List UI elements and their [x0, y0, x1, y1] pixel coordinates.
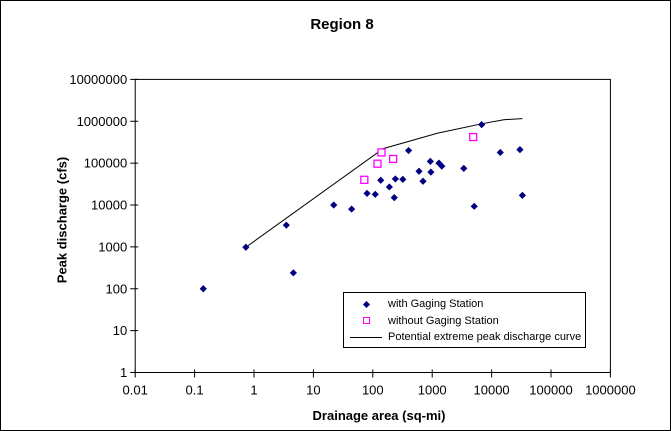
x-tick-label: 10	[306, 383, 320, 398]
y-tick-label: 10	[113, 323, 127, 338]
legend-item-with-gaging: with Gaging Station	[344, 296, 585, 313]
gaged-station-point	[242, 243, 250, 251]
legend-label-extreme-curve: Potential extreme peak discharge curve	[388, 331, 582, 344]
x-tick-label: 0.01	[123, 383, 148, 398]
extreme-curve	[245, 118, 523, 248]
y-tick-label: 1000000	[77, 114, 128, 129]
y-tick-label: 100000	[84, 156, 127, 171]
gaged-station-point	[330, 201, 338, 209]
y-tick-label: 10000000	[69, 72, 127, 87]
gaged-station-point	[385, 183, 393, 191]
gaged-station-point	[435, 159, 443, 167]
y-tick-label: 100	[105, 281, 127, 296]
gaged-station-point	[371, 190, 379, 198]
y-tick-label: 1000	[98, 239, 127, 254]
gaged-station-point	[289, 269, 297, 277]
x-tick-label: 0.1	[186, 383, 204, 398]
gaged-station-point	[415, 167, 423, 175]
gaged-station-point	[282, 221, 290, 229]
x-tick-label: 1	[250, 383, 257, 398]
ungaged-station-point	[388, 154, 398, 164]
legend: with Gaging Station without Gaging Stati…	[343, 292, 586, 348]
gaged-station-point	[199, 285, 207, 293]
gaged-station-point	[427, 168, 435, 176]
gaged-station-point	[377, 176, 385, 184]
legend-item-extreme-curve: Potential extreme peak discharge curve	[344, 329, 585, 346]
gaged-station-point	[399, 175, 407, 183]
x-tick-label: 10000	[474, 383, 510, 398]
gaged-station-point	[518, 191, 526, 199]
y-tick-label: 1	[120, 365, 127, 380]
gaged-station-point	[391, 175, 399, 183]
gaged-station-point	[438, 162, 446, 170]
gaged-station-point	[496, 148, 504, 157]
gaged-station-point	[348, 205, 356, 213]
open-square-marker-icon	[344, 317, 388, 325]
x-tick-label: 1000000	[585, 383, 636, 398]
ungaged-station-point	[360, 175, 369, 184]
ungaged-station-point	[373, 159, 382, 168]
gaged-station-point	[478, 121, 486, 129]
line-marker-icon	[344, 336, 388, 338]
x-tick-label: 100000	[529, 383, 572, 398]
gaged-station-point	[460, 164, 468, 172]
x-tick-label: 1000	[418, 383, 447, 398]
gaged-station-point	[470, 202, 478, 210]
x-axis-title: Drainage area (sq-mi)	[312, 408, 446, 423]
ungaged-station-point	[469, 132, 478, 142]
legend-item-without-gaging: without Gaging Station	[344, 313, 585, 330]
gaged-station-point	[363, 189, 371, 197]
diamond-marker-icon	[344, 300, 388, 308]
legend-label-without-gaging: without Gaging Station	[388, 314, 499, 327]
gaged-station-point	[404, 146, 413, 155]
gaged-station-point	[419, 177, 427, 185]
gaged-station-point	[426, 157, 434, 166]
legend-label-with-gaging: with Gaging Station	[388, 298, 484, 311]
y-tick-label: 10000	[91, 198, 127, 213]
chart-title: Region 8	[310, 16, 374, 33]
gaged-station-point	[516, 146, 524, 154]
ungaged-station-point	[377, 148, 386, 157]
x-tick-label: 100	[362, 383, 384, 398]
gaged-station-point	[390, 194, 398, 202]
